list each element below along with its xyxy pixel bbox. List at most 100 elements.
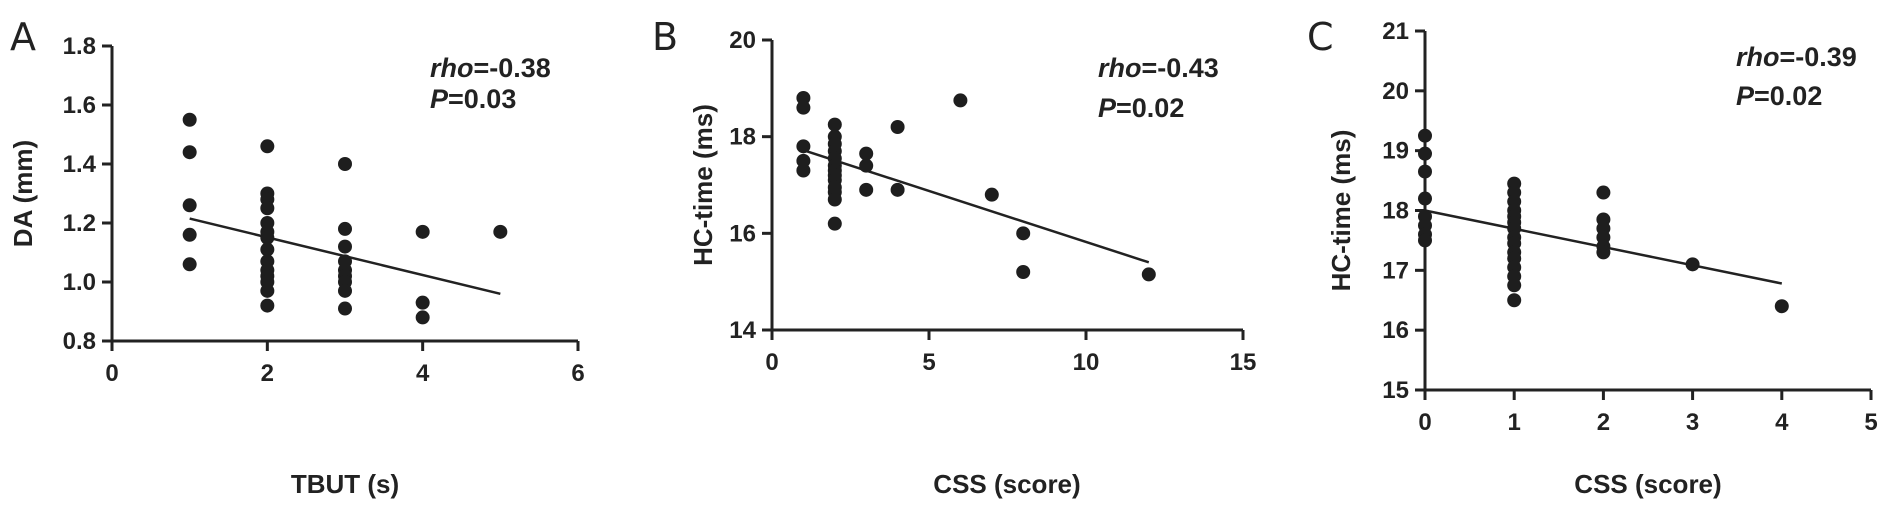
x-tick-label: 15 — [1230, 349, 1257, 376]
chart-panel-b: B 14 16 18 20 0 5 10 15 CSS (score) HC-time (ms) rh… — [652, 15, 1256, 499]
data-point — [796, 139, 811, 154]
x-axis-title: TBUT (s) — [291, 469, 399, 499]
data-point — [1418, 233, 1432, 248]
data-point — [493, 224, 508, 239]
data-point — [182, 198, 197, 213]
x-tick-label: 2 — [1597, 409, 1610, 436]
data-point — [338, 221, 352, 236]
data-point — [338, 239, 352, 254]
p-value-annotation: P=0.03 — [430, 84, 516, 114]
data-point — [260, 230, 275, 245]
y-tick-label: 18 — [729, 124, 756, 151]
p-symbol: P — [1736, 81, 1755, 111]
y-axis-title: HC-time (ms) — [688, 104, 718, 266]
x-tick-label: 5 — [922, 349, 935, 376]
rho-symbol: rho — [430, 53, 474, 83]
x-tick-label: 3 — [1686, 409, 1699, 436]
data-point — [1418, 191, 1432, 206]
rho-value: =-0.38 — [474, 53, 551, 83]
rho-annotation: rho=-0.38 — [430, 53, 551, 83]
data-point — [260, 139, 275, 154]
rho-annotation: rho=-0.43 — [1098, 53, 1219, 83]
y-tick-label: 1.4 — [63, 151, 97, 178]
p-value-annotation: P=0.02 — [1736, 81, 1822, 111]
rho-symbol: rho — [1736, 42, 1780, 72]
y-axis-title: HC-time (ms) — [1326, 130, 1356, 292]
data-point — [796, 100, 811, 115]
rho-value: =-0.43 — [1142, 53, 1219, 83]
x-tick-label: 10 — [1073, 349, 1100, 376]
p-value: =0.02 — [1754, 81, 1822, 111]
y-tick-label: 1.6 — [63, 92, 96, 119]
data-point — [415, 295, 430, 310]
data-point — [260, 242, 275, 257]
data-point — [182, 257, 197, 272]
data-point — [984, 187, 999, 202]
data-point — [796, 153, 811, 168]
regression-line — [803, 149, 1150, 264]
panel-label: A — [10, 15, 36, 59]
x-tick-label: 5 — [1864, 409, 1877, 436]
p-value-annotation: P=0.02 — [1098, 93, 1184, 123]
data-point — [260, 201, 275, 216]
y-tick-label: 16 — [1382, 317, 1409, 344]
x-axis-title: CSS (score) — [933, 469, 1080, 499]
y-tick-label: 16 — [729, 220, 756, 247]
data-point — [182, 227, 197, 242]
y-tick-label: 1.0 — [63, 269, 96, 296]
chart-panel-c: C 15 16 17 18 19 20 21 0 1 2 3 4 5 CSS (score) HC-time … — [1307, 15, 1878, 499]
x-tick-label: 6 — [571, 360, 584, 387]
y-tick-label: 0.8 — [63, 328, 96, 355]
chart-panel-a: A 0.8 1.0 1.2 1.4 1.6 1.8 0 2 4 6 TBUT (s) DA (mm) rh… — [8, 15, 585, 499]
y-axis-title: DA (mm) — [8, 140, 38, 247]
y-tick-label: 20 — [729, 27, 756, 54]
y-tick-label: 18 — [1382, 198, 1409, 225]
data-point — [827, 216, 842, 231]
data-point — [1016, 265, 1031, 279]
data-point — [415, 310, 430, 325]
data-point — [338, 157, 352, 171]
rho-symbol: rho — [1098, 53, 1142, 83]
x-tick-label: 0 — [105, 360, 118, 387]
y-tick-label: 17 — [1382, 257, 1409, 284]
p-symbol: P — [1098, 93, 1117, 123]
data-point — [415, 224, 430, 239]
rho-annotation: rho=-0.39 — [1736, 42, 1857, 72]
x-axis-title: CSS (score) — [1574, 469, 1721, 499]
x-tick-label: 0 — [765, 349, 778, 376]
p-symbol: P — [430, 84, 449, 114]
data-point — [1685, 257, 1700, 272]
data-point — [827, 117, 842, 132]
y-tick-label: 15 — [1382, 377, 1409, 404]
data-point — [1016, 226, 1031, 241]
data-point — [890, 182, 905, 197]
data-point — [1418, 146, 1432, 161]
x-tick-label: 1 — [1508, 409, 1521, 436]
data-point — [859, 182, 874, 197]
data-point — [1418, 164, 1432, 179]
data-point — [1596, 245, 1611, 260]
data-point — [796, 91, 811, 105]
rho-value: =-0.39 — [1780, 42, 1857, 72]
data-point — [953, 93, 968, 108]
data-point — [859, 146, 874, 161]
data-point — [260, 283, 275, 298]
panel-label: B — [652, 15, 678, 59]
y-tick-label: 20 — [1382, 78, 1409, 105]
data-point — [890, 120, 905, 134]
y-tick-label: 21 — [1382, 18, 1409, 45]
y-tick-label: 14 — [729, 317, 756, 344]
data-point — [827, 192, 842, 207]
data-point — [1596, 185, 1611, 200]
data-point — [338, 301, 352, 316]
y-tick-label: 1.2 — [63, 210, 96, 237]
p-value: =0.02 — [1116, 93, 1184, 123]
data-point — [1507, 278, 1522, 293]
y-tick-label: 19 — [1382, 138, 1409, 165]
data-point — [338, 283, 352, 298]
x-tick-label: 2 — [261, 360, 274, 387]
y-tick-label: 1.8 — [63, 33, 96, 60]
data-point — [1774, 299, 1789, 314]
p-value: =0.03 — [448, 84, 516, 114]
